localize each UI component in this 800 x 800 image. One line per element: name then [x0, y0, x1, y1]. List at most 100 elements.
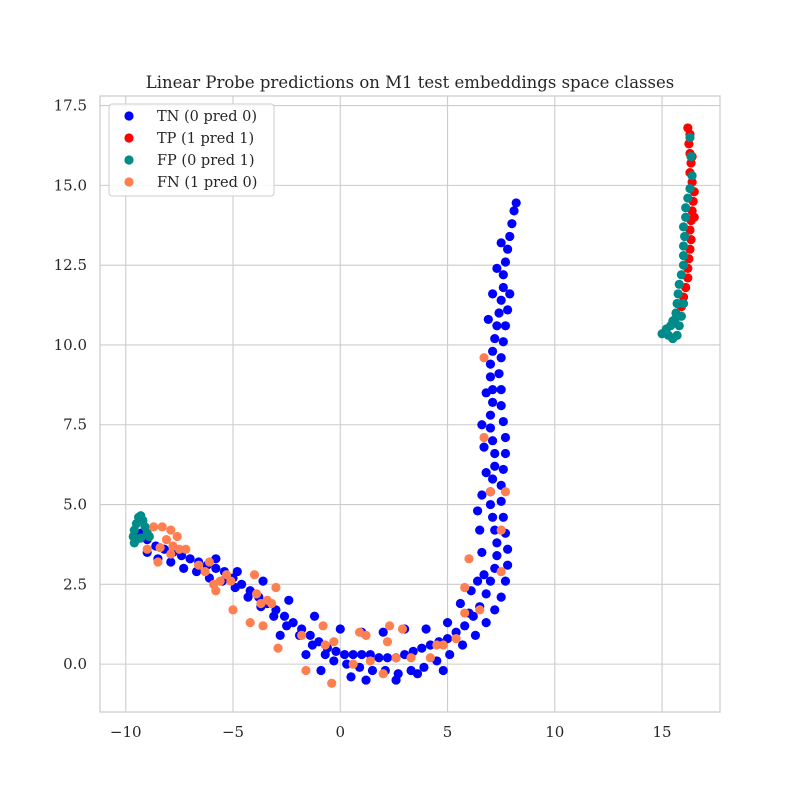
data-point — [485, 487, 496, 497]
y-tick-label: 0.0 — [63, 655, 87, 673]
data-point — [477, 490, 487, 500]
data-point — [503, 244, 513, 254]
data-point — [361, 675, 371, 685]
data-point — [487, 346, 498, 356]
data-point — [419, 662, 429, 672]
data-point — [185, 554, 195, 564]
data-point — [481, 618, 491, 628]
series-2 — [128, 132, 697, 548]
data-point — [496, 385, 506, 395]
data-point — [678, 222, 689, 232]
data-point — [687, 171, 697, 181]
data-point — [481, 468, 491, 478]
data-point — [490, 333, 500, 344]
data-point — [348, 649, 358, 660]
data-point — [417, 643, 427, 653]
data-point — [305, 630, 315, 640]
data-point — [672, 330, 682, 340]
data-point — [365, 656, 375, 666]
data-point — [425, 653, 435, 663]
data-point — [494, 308, 504, 318]
data-point — [301, 665, 311, 676]
data-point — [685, 132, 695, 143]
data-point — [481, 589, 491, 599]
data-point — [496, 295, 506, 305]
data-point — [464, 554, 474, 564]
data-point — [204, 557, 215, 567]
data-point — [678, 250, 689, 261]
data-point — [382, 653, 393, 663]
data-point — [487, 474, 498, 484]
data-point — [496, 400, 506, 411]
data-point — [496, 238, 506, 248]
y-tick-label: 10.0 — [54, 336, 87, 354]
legend-label: FP (0 pred 1) — [157, 153, 255, 169]
data-point — [498, 512, 508, 522]
data-point — [365, 649, 375, 660]
data-point — [297, 630, 307, 640]
data-point — [503, 305, 513, 315]
data-point — [672, 298, 682, 309]
legend-box — [108, 103, 275, 197]
data-point — [490, 525, 500, 535]
data-point — [425, 640, 435, 650]
data-point — [275, 630, 285, 640]
data-point — [301, 649, 311, 660]
legend-label: TN (0 pred 0) — [157, 109, 257, 125]
data-point — [267, 598, 277, 609]
data-point — [503, 544, 513, 554]
data-point — [479, 432, 489, 443]
y-tick-label: 7.5 — [63, 416, 87, 434]
data-point — [331, 646, 341, 656]
series-3 — [142, 353, 511, 688]
data-point — [271, 582, 281, 593]
data-point — [457, 640, 468, 650]
data-point — [498, 337, 508, 347]
x-tick-label: −10 — [110, 723, 142, 741]
data-point — [327, 678, 337, 688]
data-point — [477, 547, 487, 558]
data-point — [492, 321, 502, 331]
data-point — [149, 522, 159, 532]
data-point — [252, 589, 262, 599]
data-point — [492, 551, 502, 561]
data-point — [500, 487, 511, 497]
data-point — [485, 576, 496, 586]
data-point — [505, 231, 515, 242]
data-point — [496, 525, 506, 535]
data-point — [681, 203, 691, 213]
data-point — [284, 595, 294, 605]
data-point — [668, 316, 678, 326]
data-point — [438, 640, 448, 650]
data-point — [674, 279, 684, 289]
data-point — [374, 653, 384, 663]
data-point — [490, 461, 500, 471]
data-point — [451, 633, 461, 644]
data-point — [318, 621, 328, 631]
data-point — [676, 311, 686, 321]
x-tick-label: 5 — [443, 723, 453, 741]
data-point — [685, 183, 695, 194]
data-point — [215, 576, 225, 586]
data-point — [245, 618, 255, 628]
data-point — [421, 624, 431, 634]
data-point — [479, 442, 489, 452]
data-point — [492, 263, 502, 273]
data-point — [479, 353, 489, 363]
data-point — [445, 649, 455, 660]
data-point — [475, 525, 485, 535]
data-point — [455, 598, 466, 609]
data-point — [385, 621, 395, 631]
data-point — [335, 624, 345, 634]
data-point — [678, 260, 689, 270]
data-point — [200, 566, 210, 577]
data-point — [211, 586, 221, 596]
data-point — [378, 669, 388, 679]
data-point — [472, 576, 483, 586]
data-point — [279, 611, 290, 621]
data-point — [498, 464, 508, 475]
data-point — [678, 298, 689, 309]
data-point — [357, 649, 367, 660]
data-point — [496, 496, 506, 506]
